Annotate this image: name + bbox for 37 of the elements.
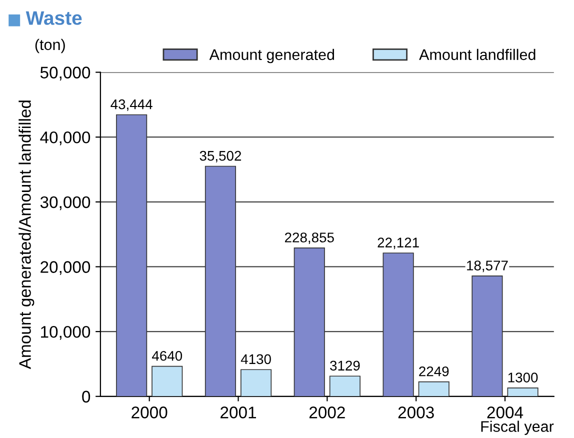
x-tick-label: 2002 <box>309 406 345 418</box>
y-tick-label: 10,000 <box>41 326 90 340</box>
data-label: 4130 <box>240 354 271 364</box>
data-label: 35,502 <box>200 150 242 162</box>
x-tick-label: 2004 <box>487 406 524 418</box>
bar <box>472 276 503 396</box>
legend-label: Amount generated <box>209 48 334 64</box>
x-axis-title: Fiscal year <box>481 420 554 435</box>
bar <box>152 366 183 396</box>
bar <box>204 166 236 396</box>
data-label: 43,444 <box>110 99 152 111</box>
y-axis-title: Amount generated/Amount landfilled <box>18 100 34 370</box>
bar <box>418 381 450 396</box>
legend-label: Amount landfilled <box>419 48 536 60</box>
annotation: 228,855 <box>284 232 334 244</box>
data-label: 3129 <box>330 360 360 371</box>
bar <box>116 114 148 396</box>
y-tick-label: 20,000 <box>40 261 90 275</box>
text: (ton) <box>35 38 65 54</box>
data-label: 4640 <box>152 350 182 361</box>
bar <box>240 369 272 396</box>
x-tick-label: 2003 <box>398 406 434 418</box>
chart-title: Waste <box>26 11 82 25</box>
data-label: 18,577 <box>467 260 508 272</box>
y-tick-label: 40,000 <box>40 131 90 146</box>
data-label: 1300 <box>508 372 538 382</box>
y-tick-label: 30,000 <box>40 196 90 210</box>
data-label: 2249 <box>419 366 449 376</box>
y-tick-label: 50,000 <box>40 66 90 80</box>
bar <box>294 248 325 396</box>
bar <box>329 376 360 396</box>
y-tick-label: 0 <box>82 390 90 403</box>
bar <box>507 388 538 396</box>
x-tick-label: 2000 <box>132 406 168 418</box>
x-tick-label: 2001 <box>220 406 256 418</box>
data-label: 22,121 <box>378 238 419 250</box>
bar <box>382 252 414 396</box>
